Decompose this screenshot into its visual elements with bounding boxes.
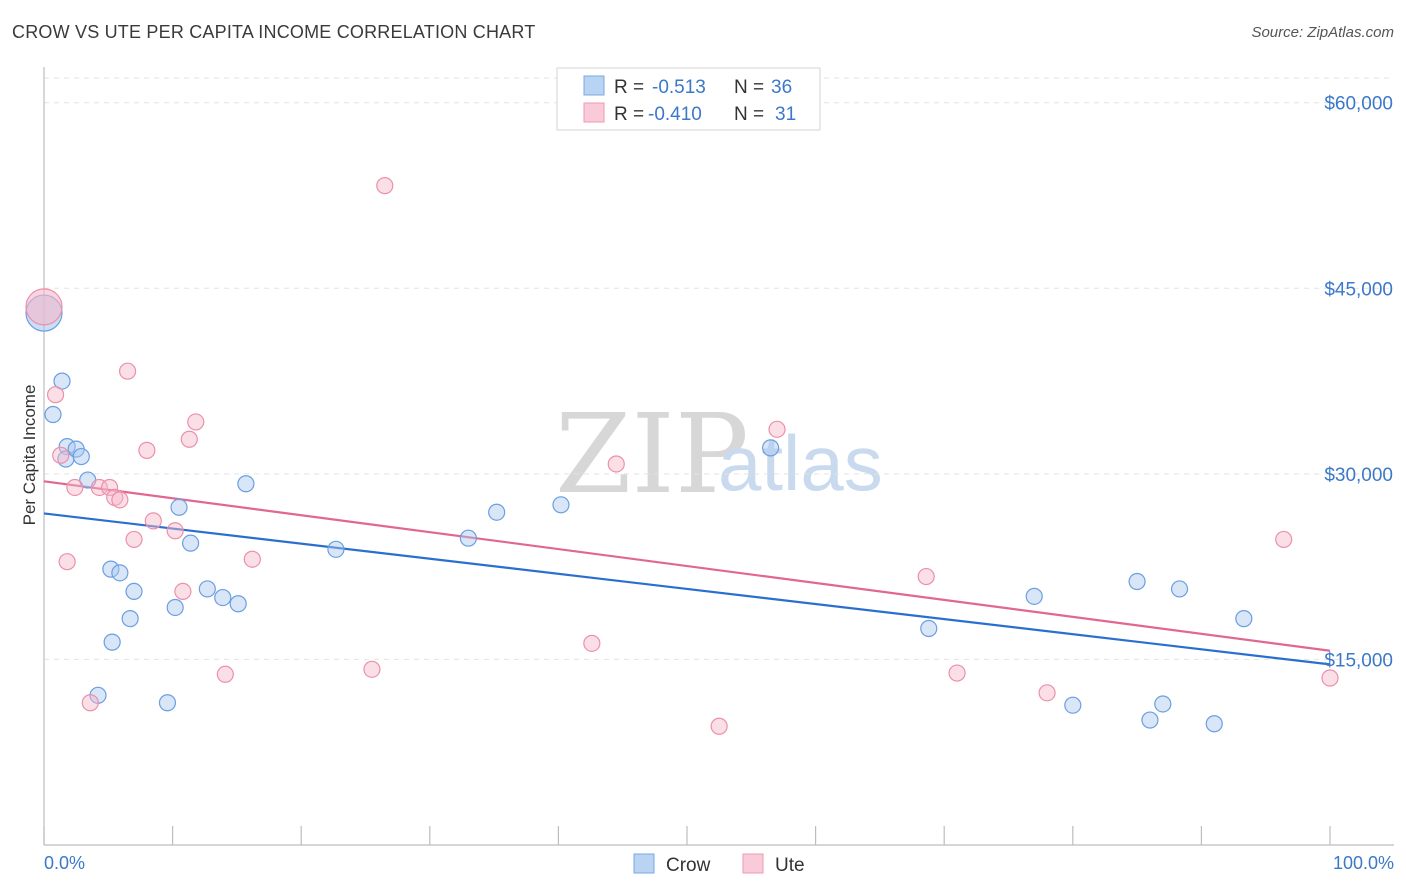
point-ute: [583, 634, 601, 652]
legend-crow-r-value: -0.513: [652, 77, 706, 98]
point-ute: [46, 386, 65, 404]
point-ute: [1321, 669, 1339, 687]
legend-crow-n-value: 36: [771, 77, 792, 98]
point-crow: [1128, 572, 1146, 591]
point-ute: [111, 491, 129, 509]
point-ute: [25, 288, 63, 326]
trend-line-ute: [43, 480, 1331, 652]
x-tick-label-end: 100.0%: [1333, 853, 1394, 873]
watermark-atlas: atlas: [718, 419, 883, 507]
y-tick-label: $60,000: [1324, 94, 1393, 115]
point-crow: [125, 582, 143, 600]
point-crow: [1170, 580, 1189, 598]
point-crow: [170, 498, 188, 516]
legend-crow-swatch: [583, 75, 605, 96]
point-crow: [182, 534, 200, 552]
legend: R = -0.513 N = 36 R = -0.410 N = 31: [556, 67, 821, 131]
grid-lines: [44, 77, 1394, 660]
legend-ute-r-label: R =: [614, 104, 644, 125]
point-crow: [158, 694, 177, 712]
legend-ute-n-value: 31: [775, 104, 796, 125]
point-ute: [948, 664, 966, 682]
point-crow: [1141, 711, 1159, 729]
point-crow: [552, 496, 570, 514]
x-tick-label-start: 0.0%: [44, 853, 85, 873]
point-crow: [44, 405, 62, 424]
point-crow: [1154, 695, 1172, 713]
point-crow: [72, 447, 90, 466]
point-crow: [920, 619, 938, 638]
point-crow: [111, 564, 129, 582]
point-ute: [243, 550, 261, 568]
point-crow: [327, 540, 345, 558]
point-crow: [166, 598, 184, 617]
point-crow: [102, 560, 120, 578]
legend-crow-r-label: R =: [614, 77, 644, 98]
point-ute: [138, 441, 156, 459]
point-ute: [710, 717, 728, 735]
point-crow: [1025, 587, 1043, 605]
point-crow: [459, 529, 477, 547]
point-ute: [376, 177, 394, 195]
point-ute: [1275, 530, 1293, 549]
point-crow: [214, 588, 232, 607]
legend-ute-r-value: -0.410: [648, 104, 702, 125]
y-tick-label: $45,000: [1324, 279, 1393, 300]
y-tick-label: $30,000: [1324, 465, 1393, 486]
point-ute: [187, 413, 205, 431]
point-crow: [1205, 715, 1223, 733]
point-ute: [100, 478, 119, 497]
legend-ute-n-label: N =: [734, 104, 764, 125]
axes: [43, 67, 1394, 846]
point-ute: [607, 455, 625, 473]
point-crow: [488, 503, 506, 521]
point-ute: [180, 430, 198, 448]
chart-title: CROW VS UTE PER CAPITA INCOME CORRELATIO…: [12, 22, 536, 42]
point-crow: [103, 633, 121, 651]
point-crow: [237, 475, 255, 493]
legend-ute-swatch: [583, 102, 605, 123]
point-ute: [363, 660, 381, 678]
point-crow: [761, 439, 780, 457]
point-crow: [1235, 610, 1253, 628]
point-ute: [174, 582, 192, 600]
point-ute: [166, 522, 184, 540]
tick-labels: $15,000 $30,000 $45,000 $60,000 0.0% 100.0%: [44, 94, 1394, 873]
bottom-legend: Crow Ute: [633, 853, 805, 876]
point-crow: [198, 580, 216, 598]
point-ute: [81, 694, 99, 712]
point-ute: [1038, 684, 1056, 702]
point-ute: [66, 478, 84, 497]
point-crow: [121, 610, 139, 628]
point-crow: [229, 595, 247, 613]
point-ute: [58, 553, 76, 571]
source-label: Source: ZipAtlas.com: [1251, 24, 1394, 41]
point-crow: [1064, 696, 1082, 714]
point-ute: [144, 512, 162, 530]
trend-line-crow: [43, 512, 1331, 666]
bottom-legend-crow-label: Crow: [666, 855, 711, 876]
bottom-legend-ute-swatch: [742, 853, 764, 874]
y-tick-label: $15,000: [1324, 650, 1393, 671]
point-ute: [125, 530, 143, 549]
data-points: [25, 177, 1339, 735]
legend-crow-n-label: N =: [734, 77, 764, 98]
bottom-legend-ute-label: Ute: [775, 855, 805, 876]
watermark-zip: ZIP: [555, 390, 749, 518]
bottom-legend-crow-swatch: [633, 853, 655, 874]
y-axis-label: Per Capita Income: [20, 385, 39, 526]
point-ute: [216, 665, 234, 683]
point-ute: [917, 567, 935, 586]
point-ute: [52, 446, 70, 464]
point-ute: [768, 420, 786, 438]
point-ute: [118, 362, 137, 380]
trend-lines: [43, 480, 1331, 666]
